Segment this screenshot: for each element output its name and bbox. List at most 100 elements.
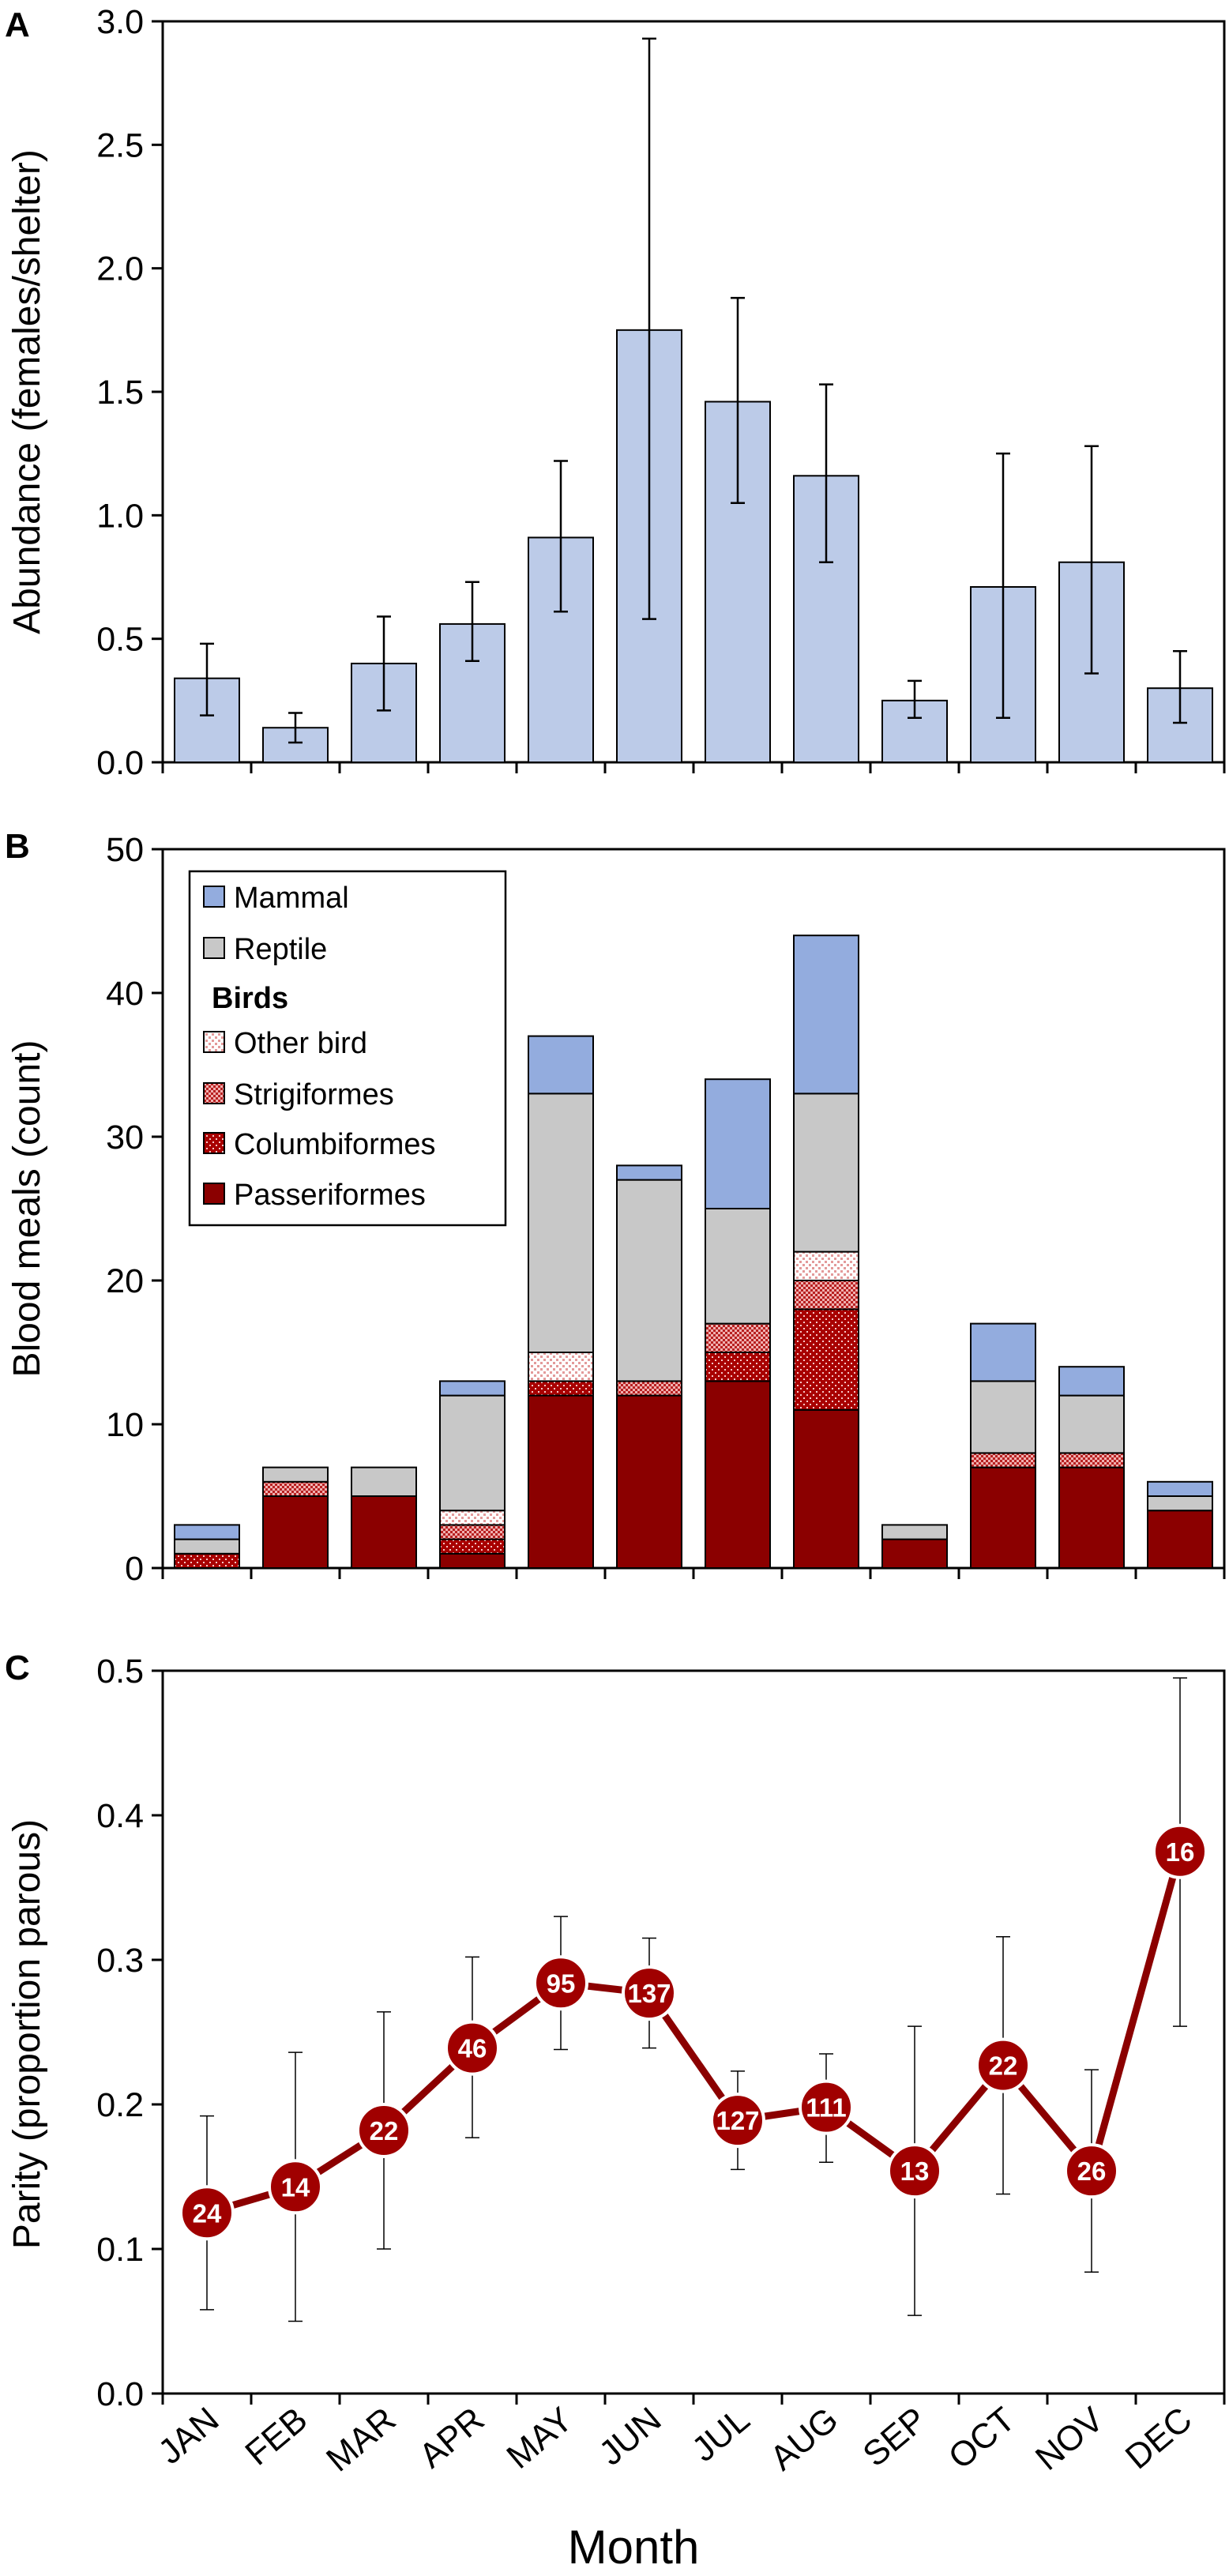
abundance-bar-jan (174, 677, 240, 764)
y-tick-label: 1.5 (96, 374, 144, 412)
stack-mammal-nov (1058, 1366, 1125, 1397)
parity-sample-size-label: 46 (458, 2034, 487, 2063)
parity-point-nov (1064, 2143, 1119, 2199)
stack-mammal-jan (174, 1524, 240, 1540)
y-tick-label: 0.3 (96, 1942, 144, 1980)
y-tick-label: 0.5 (96, 621, 144, 659)
month-label-sep: SEP (855, 2400, 934, 2474)
month-label-nov: NOV (1028, 2400, 1111, 2478)
parity-line (205, 1850, 1184, 2217)
stack-reptile-jul (705, 1208, 771, 1325)
stack-mammal-jul (705, 1078, 771, 1209)
parity-sample-size-label: 24 (193, 2198, 222, 2228)
parity-sample-size-label: 22 (989, 2051, 1018, 2081)
y-tick-label: 0.0 (96, 2375, 144, 2413)
y-tick-label: 0.4 (96, 1797, 144, 1835)
parity-sample-size-label: 137 (627, 1979, 671, 2008)
legend-label-mammal: Mammal (234, 882, 349, 915)
stack-passeriformes-apr (439, 1552, 506, 1570)
y-tick-label: 50 (106, 831, 144, 869)
legend-swatch-reptile (203, 937, 225, 959)
y-tick-label: 30 (106, 1119, 144, 1156)
y-tick-label: 0.1 (96, 2231, 144, 2269)
stack-mammal-jun (616, 1164, 682, 1181)
parity-sample-size-label: 95 (547, 1969, 576, 1998)
parity-sample-size-label: 14 (281, 2172, 310, 2202)
stack-strigiformes-jul (705, 1322, 771, 1353)
legend-swatch-other-bird (203, 1031, 225, 1053)
panel-a-letter: A (5, 6, 30, 44)
parity-point-jul (710, 2093, 765, 2149)
stack-mammal-may (528, 1035, 594, 1095)
stack-passeriformes-feb (262, 1495, 329, 1569)
stack-passeriformes-jun (616, 1394, 682, 1569)
stack-strigiformes-nov (1058, 1452, 1125, 1469)
month-label-aug: AUG (763, 2400, 846, 2478)
stack-reptile-jun (616, 1179, 682, 1382)
parity-point-dec (1152, 1823, 1208, 1879)
y-tick-label: 3.0 (96, 3, 144, 41)
parity-sample-size-label: 13 (900, 2157, 930, 2186)
parity-sample-size-label: 26 (1077, 2157, 1107, 2186)
stack-passeriformes-dec (1147, 1510, 1213, 1569)
month-label-may: MAY (499, 2400, 580, 2476)
panel-a-abundance-chart: 0.0 0.5 1.0 1.5 2.0 2.5 3.0 Abundance (females/… (6, 3, 1226, 782)
legend-label-passeriformes: Passeriformes (234, 1179, 426, 1212)
y-axis-label: Blood meals (count) (6, 1040, 48, 1378)
stack-mammal-oct (970, 1322, 1036, 1382)
stack-other-bird-aug (793, 1250, 859, 1281)
stack-reptile-dec (1147, 1495, 1213, 1512)
y-tick-label: 1.0 (96, 497, 144, 535)
parity-point-feb (268, 2159, 323, 2215)
month-label-feb: FEB (238, 2400, 314, 2473)
parity-point-sep (887, 2143, 942, 2199)
stack-passeriformes-nov (1058, 1466, 1125, 1569)
stack-strigiformes-jun (616, 1380, 682, 1397)
stack-reptile-may (528, 1092, 594, 1354)
month-label-mar: MAR (319, 2400, 403, 2479)
stack-passeriformes-oct (970, 1466, 1036, 1569)
stack-reptile-mar (351, 1466, 417, 1497)
stack-strigiformes-feb (262, 1480, 329, 1498)
stack-reptile-nov (1058, 1394, 1125, 1454)
plot-frame (161, 1669, 1226, 2395)
stack-strigiformes-apr (439, 1524, 506, 1540)
stack-columbiformes-aug (793, 1308, 859, 1411)
parity-point-aug (799, 2079, 854, 2135)
x-axis-label: Month (568, 2521, 700, 2574)
month-label-apr: APR (412, 2400, 492, 2476)
stack-passeriformes-jul (705, 1380, 771, 1570)
y-tick-label: 0.0 (96, 744, 144, 782)
legend-label-other-bird: Other bird (234, 1027, 367, 1060)
legend-box (188, 870, 507, 1227)
legend-label-reptile: Reptile (234, 933, 327, 966)
y-tick-label: 0.5 (96, 1653, 144, 1690)
parity-point-apr (445, 2020, 500, 2076)
y-axis-label: Abundance (females/shelter) (6, 149, 48, 634)
legend-group-title: Birds (212, 982, 288, 1015)
parity-point-mar (356, 2102, 412, 2158)
parity-point-oct (975, 2037, 1031, 2093)
stack-columbiformes-apr (439, 1538, 506, 1555)
month-label-oct: OCT (941, 2400, 1023, 2476)
month-label-jun: JUN (592, 2400, 668, 2473)
parity-point-jan (179, 2185, 235, 2241)
stack-reptile-feb (262, 1466, 329, 1483)
stack-reptile-oct (970, 1380, 1036, 1454)
legend-label-columbiformes: Columbiformes (234, 1128, 436, 1161)
month-label-jan: JAN (151, 2400, 226, 2472)
stack-mammal-apr (439, 1380, 506, 1397)
parity-sample-size-label: 22 (370, 2116, 399, 2145)
legend-swatch-passeriformes (203, 1183, 225, 1205)
stack-mammal-dec (1147, 1480, 1213, 1498)
stack-reptile-sep (881, 1524, 948, 1540)
y-axis-label: Parity (proportion parous) (6, 1819, 48, 2249)
panel-b-bloodmeal-chart: 0 10 20 30 40 50 Blood meals (count) Mammal Rept… (6, 831, 1226, 1588)
panel-b-letter: B (5, 827, 30, 866)
stack-reptile-aug (793, 1092, 859, 1253)
stack-columbiformes-jan (174, 1552, 240, 1570)
stack-reptile-jan (174, 1538, 240, 1555)
legend-swatch-columbiformes (203, 1132, 225, 1154)
stack-strigiformes-oct (970, 1452, 1036, 1469)
